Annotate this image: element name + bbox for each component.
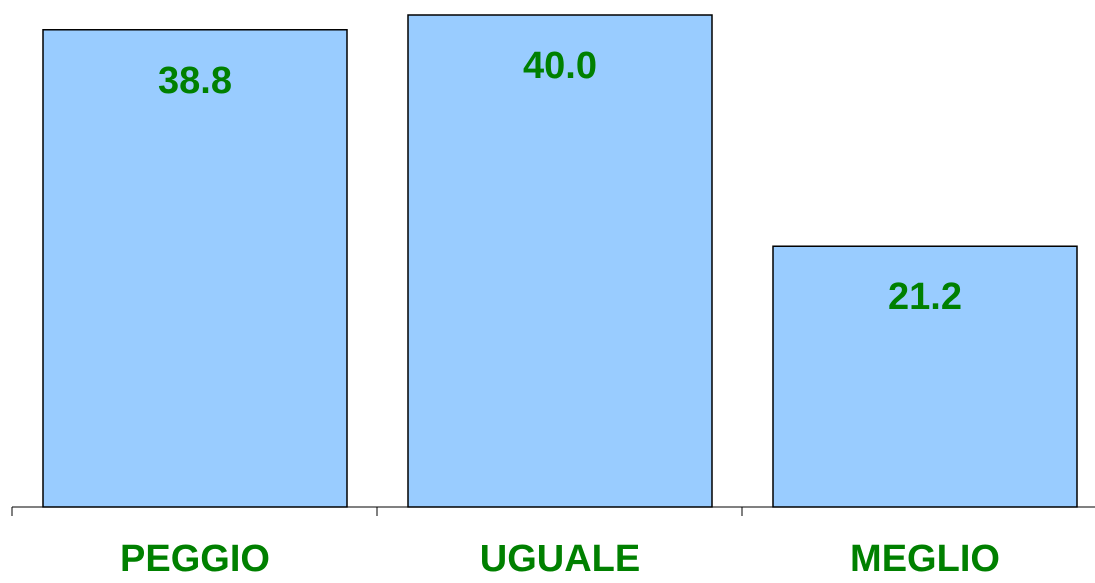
category-label-uguale: UGUALE <box>480 538 640 578</box>
labels-layer: 38.8 PEGGIO 40.0 UGUALE 21.2 MEGLIO <box>120 45 1000 580</box>
category-label-meglio: MEGLIO <box>850 538 1000 578</box>
bar-uguale <box>407 14 713 508</box>
data-label-uguale: 40.0 <box>523 45 597 87</box>
data-label-peggio: 38.8 <box>158 60 232 102</box>
x-axis <box>11 506 1095 516</box>
bar-meglio <box>772 245 1078 508</box>
category-label-peggio: PEGGIO <box>120 538 270 578</box>
bar-peggio <box>42 29 348 508</box>
data-label-meglio: 21.2 <box>888 276 962 318</box>
bars-layer <box>42 14 1078 508</box>
